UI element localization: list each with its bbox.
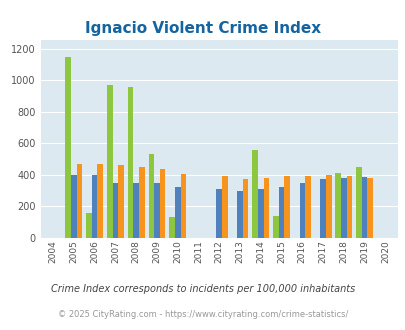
Bar xyxy=(118,165,124,238)
Bar xyxy=(159,169,165,238)
Bar xyxy=(175,186,180,238)
Bar xyxy=(299,183,305,238)
Bar xyxy=(284,176,289,238)
Bar xyxy=(237,191,242,238)
Bar xyxy=(139,167,144,238)
Bar xyxy=(77,164,82,238)
Bar xyxy=(97,164,103,238)
Bar xyxy=(340,178,346,238)
Bar xyxy=(325,175,331,238)
Bar xyxy=(367,178,372,238)
Bar xyxy=(86,213,92,238)
Bar xyxy=(128,87,133,238)
Bar xyxy=(263,178,269,238)
Bar xyxy=(133,183,139,238)
Bar xyxy=(335,173,340,238)
Bar xyxy=(216,189,222,238)
Bar xyxy=(148,154,154,238)
Bar xyxy=(154,183,159,238)
Bar xyxy=(71,175,77,238)
Bar xyxy=(257,189,263,238)
Bar xyxy=(252,149,257,238)
Bar xyxy=(222,176,227,238)
Bar xyxy=(346,176,352,238)
Bar xyxy=(92,175,97,238)
Text: Crime Index corresponds to incidents per 100,000 inhabitants: Crime Index corresponds to incidents per… xyxy=(51,284,354,294)
Text: Ignacio Violent Crime Index: Ignacio Violent Crime Index xyxy=(85,20,320,36)
Bar xyxy=(169,217,175,238)
Text: © 2025 CityRating.com - https://www.cityrating.com/crime-statistics/: © 2025 CityRating.com - https://www.city… xyxy=(58,310,347,319)
Bar xyxy=(242,179,248,238)
Bar xyxy=(320,179,325,238)
Bar xyxy=(355,167,361,238)
Bar xyxy=(180,174,185,238)
Bar xyxy=(65,57,71,238)
Bar xyxy=(278,186,284,238)
Bar xyxy=(361,177,367,238)
Bar xyxy=(112,182,118,238)
Bar xyxy=(305,176,310,238)
Bar xyxy=(273,215,278,238)
Bar xyxy=(107,85,112,238)
